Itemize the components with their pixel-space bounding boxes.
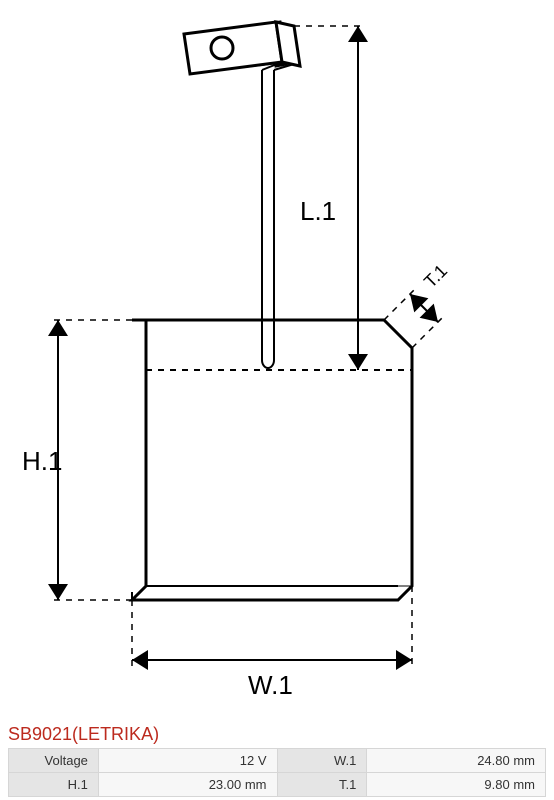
part-title: SB9021(LETRIKA) [8, 724, 159, 745]
table-row: Voltage 12 V W.1 24.80 mm [9, 749, 546, 773]
table-row: H.1 23.00 mm T.1 9.80 mm [9, 773, 546, 797]
spec-key: W.1 [277, 749, 367, 773]
spec-val: 23.00 mm [98, 773, 277, 797]
spec-val: 12 V [98, 749, 277, 773]
spec-key: Voltage [9, 749, 99, 773]
technical-diagram: H.1 W.1 L.1 T.1 [0, 0, 554, 720]
brush-body [132, 320, 412, 600]
dim-label-l1: L.1 [300, 196, 336, 227]
dim-label-h1: H.1 [22, 446, 62, 477]
spec-key: T.1 [277, 773, 367, 797]
terminal-lug [184, 22, 300, 74]
diagram-svg [0, 0, 554, 720]
spec-val: 24.80 mm [367, 749, 546, 773]
spec-key: H.1 [9, 773, 99, 797]
dim-label-w1: W.1 [248, 670, 293, 701]
spec-table: Voltage 12 V W.1 24.80 mm H.1 23.00 mm T… [8, 748, 546, 797]
spec-val: 9.80 mm [367, 773, 546, 797]
